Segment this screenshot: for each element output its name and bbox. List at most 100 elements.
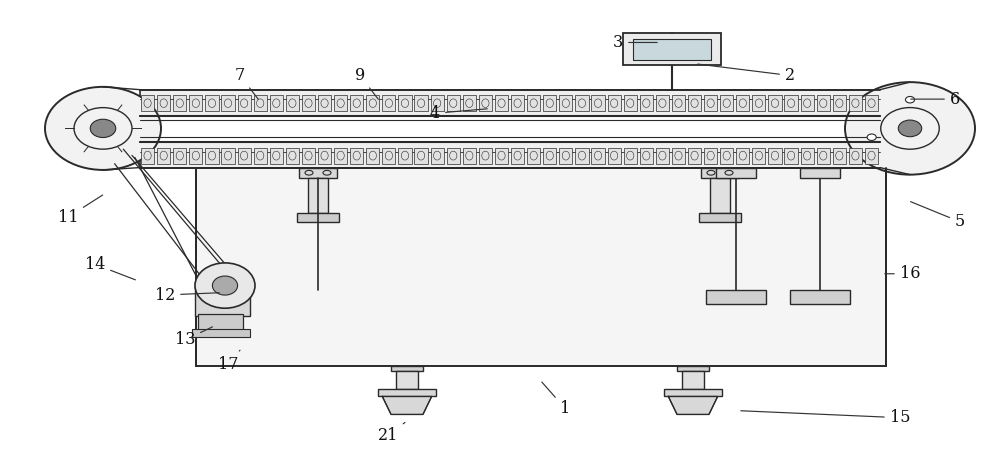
Bar [633, 39, 711, 60]
Bar [205, 95, 219, 111]
Bar [720, 148, 733, 164]
Text: 2: 2 [698, 64, 795, 84]
Bar [238, 148, 251, 164]
Bar [157, 95, 170, 111]
Bar [640, 148, 653, 164]
Bar [624, 148, 637, 164]
Bar [623, 33, 721, 65]
Bar [398, 148, 412, 164]
Bar [299, 168, 337, 178]
Bar [849, 95, 862, 111]
Bar [157, 148, 170, 164]
Bar [140, 90, 880, 116]
Bar [270, 95, 283, 111]
Bar [849, 148, 862, 164]
Bar [479, 148, 492, 164]
Bar [672, 95, 685, 111]
Bar [205, 148, 219, 164]
Bar [221, 95, 235, 111]
Bar [463, 95, 476, 111]
Bar [302, 148, 315, 164]
Bar [656, 95, 669, 111]
Bar [391, 366, 423, 371]
Bar [664, 389, 722, 396]
Bar [511, 95, 524, 111]
Ellipse shape [45, 87, 161, 170]
Ellipse shape [867, 134, 876, 141]
Bar [699, 213, 741, 222]
Bar [559, 148, 572, 164]
Ellipse shape [90, 119, 116, 137]
Bar [254, 148, 267, 164]
Bar [173, 148, 186, 164]
Text: 16: 16 [885, 265, 920, 282]
Bar [784, 95, 798, 111]
Polygon shape [382, 396, 432, 414]
Text: 7: 7 [235, 67, 258, 99]
Bar [833, 95, 846, 111]
Text: 17: 17 [218, 350, 240, 373]
Bar [334, 148, 347, 164]
Bar [817, 148, 830, 164]
Text: 21: 21 [378, 422, 405, 444]
Bar [865, 95, 878, 111]
Bar [752, 95, 765, 111]
Bar [270, 148, 283, 164]
Bar [608, 148, 621, 164]
Bar [195, 281, 250, 316]
Bar [527, 148, 540, 164]
Bar [752, 148, 765, 164]
Bar [286, 95, 299, 111]
Bar [286, 148, 299, 164]
Ellipse shape [898, 120, 922, 137]
Bar [716, 168, 756, 178]
Bar [382, 95, 395, 111]
Bar [682, 371, 704, 389]
Bar [704, 95, 717, 111]
Bar [350, 148, 363, 164]
Bar [189, 95, 202, 111]
Bar [720, 95, 733, 111]
Bar [398, 95, 412, 111]
Bar [396, 371, 418, 389]
Bar [559, 95, 572, 111]
Text: 1: 1 [542, 382, 570, 417]
Bar [447, 148, 460, 164]
Ellipse shape [195, 263, 255, 308]
Text: 13: 13 [175, 327, 212, 348]
Bar [297, 213, 339, 222]
Bar [736, 95, 749, 111]
Bar [677, 366, 709, 371]
Bar [833, 148, 846, 164]
Text: 3: 3 [613, 34, 657, 51]
Bar [479, 95, 492, 111]
Bar [511, 148, 524, 164]
Bar [173, 95, 186, 111]
Bar [865, 148, 878, 164]
Bar [543, 95, 556, 111]
Ellipse shape [212, 276, 238, 295]
Text: 15: 15 [741, 409, 910, 426]
Bar [366, 148, 379, 164]
Bar [801, 148, 814, 164]
Text: 12: 12 [155, 287, 219, 303]
Bar [801, 95, 814, 111]
Bar [784, 148, 798, 164]
Bar [575, 148, 589, 164]
Bar [640, 95, 653, 111]
Bar [656, 148, 669, 164]
Bar [688, 95, 701, 111]
Bar [238, 95, 251, 111]
Bar [221, 148, 235, 164]
Bar [800, 168, 840, 178]
Bar [189, 148, 202, 164]
Bar [302, 95, 315, 111]
Bar [817, 95, 830, 111]
Bar [431, 95, 444, 111]
Bar [350, 95, 363, 111]
Bar [768, 148, 782, 164]
Bar [447, 95, 460, 111]
Bar [591, 95, 605, 111]
Bar [198, 314, 243, 333]
Bar [608, 95, 621, 111]
